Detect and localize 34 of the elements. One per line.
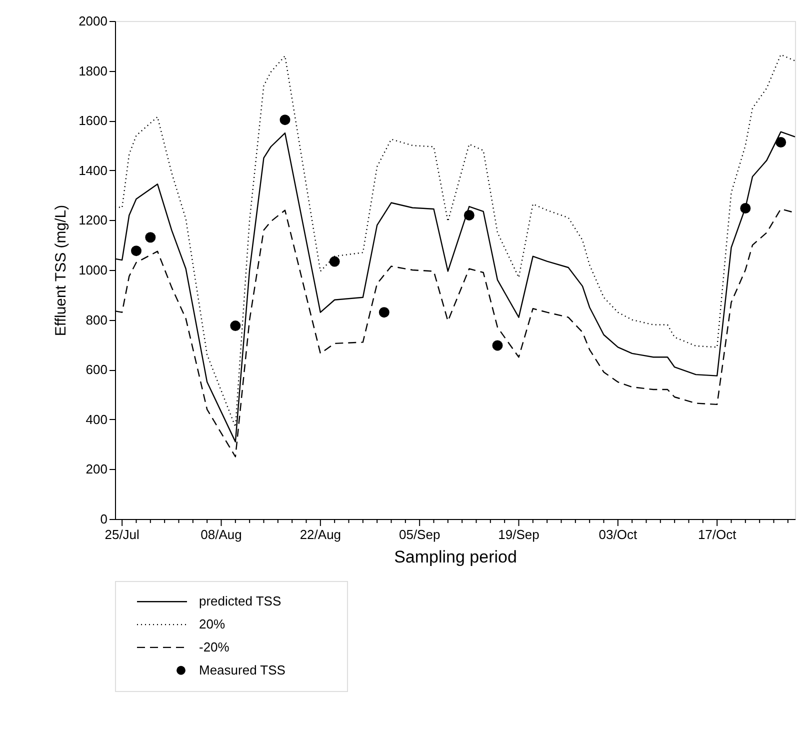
y-tick-label: 600 [86, 362, 108, 378]
x-tick-label: 22/Aug [300, 527, 342, 542]
point [740, 203, 751, 214]
point [230, 320, 241, 332]
point [464, 210, 474, 220]
y-tick-label: 1400 [78, 162, 108, 178]
point [776, 137, 786, 148]
y-tick-label: 400 [86, 412, 108, 427]
legend-label: Measured TSS [199, 662, 286, 678]
legend-label: -20% [199, 639, 230, 654]
x-axis-title: Sampling period [394, 548, 517, 566]
y-tick-label: 1000 [78, 262, 108, 278]
legend-label: 20% [199, 616, 226, 632]
legend-label: predicted TSS [199, 594, 282, 609]
y-tick-label: 0 [100, 512, 108, 526]
point [280, 114, 290, 126]
point [131, 246, 142, 256]
x-tick-label: 19/Sep [498, 527, 540, 542]
point [378, 307, 390, 318]
x-tick-label: 25/Jul [104, 527, 140, 542]
point [145, 232, 156, 243]
point [329, 256, 340, 267]
x-tick-label: 17/Oct [698, 527, 737, 542]
point [492, 340, 503, 351]
x-tick-label: 05/Sep [398, 527, 440, 542]
y-tick-label: 1800 [78, 63, 108, 78]
y-tick-label: 2000 [78, 14, 108, 28]
y-tick-label: 800 [86, 312, 108, 328]
x-tick-label: 08/Aug [200, 527, 242, 542]
y-tick-label: 1200 [78, 212, 108, 228]
y-axis-title: Effluent TSS (mg/L) [52, 204, 70, 336]
y-tick-label: 200 [86, 462, 108, 477]
y-tick-label: 1600 [78, 113, 108, 128]
x-tick-label: 03/Oct [598, 527, 638, 542]
